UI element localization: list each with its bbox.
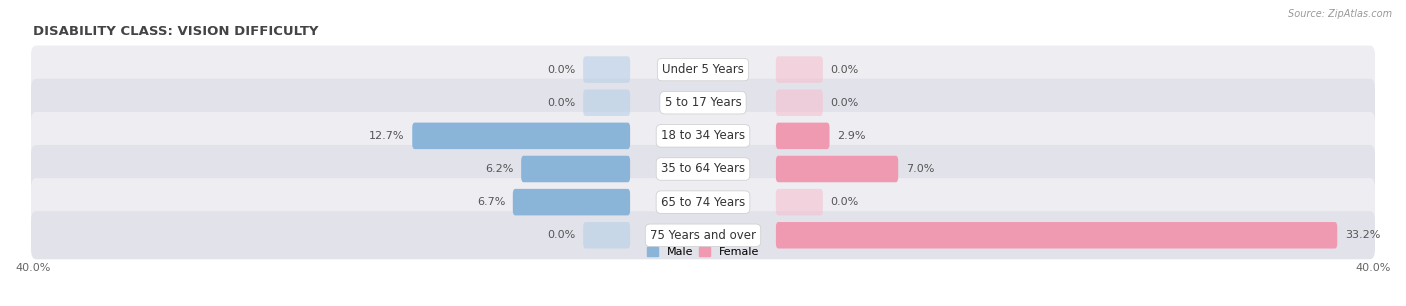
FancyBboxPatch shape — [776, 56, 823, 83]
FancyBboxPatch shape — [31, 79, 1375, 127]
FancyBboxPatch shape — [31, 211, 1375, 259]
FancyBboxPatch shape — [522, 156, 630, 182]
FancyBboxPatch shape — [776, 123, 830, 149]
Text: 33.2%: 33.2% — [1344, 230, 1381, 240]
Text: 0.0%: 0.0% — [831, 98, 859, 108]
Text: 12.7%: 12.7% — [370, 131, 405, 141]
Text: Source: ZipAtlas.com: Source: ZipAtlas.com — [1288, 9, 1392, 19]
FancyBboxPatch shape — [583, 222, 630, 248]
Text: 65 to 74 Years: 65 to 74 Years — [661, 196, 745, 209]
Text: 0.0%: 0.0% — [547, 98, 575, 108]
FancyBboxPatch shape — [31, 145, 1375, 193]
Text: 2.9%: 2.9% — [837, 131, 866, 141]
Text: 0.0%: 0.0% — [831, 197, 859, 207]
Text: 6.2%: 6.2% — [485, 164, 513, 174]
FancyBboxPatch shape — [31, 46, 1375, 94]
Text: Under 5 Years: Under 5 Years — [662, 63, 744, 76]
Legend: Male, Female: Male, Female — [647, 247, 759, 257]
FancyBboxPatch shape — [31, 178, 1375, 226]
FancyBboxPatch shape — [776, 156, 898, 182]
Text: 75 Years and over: 75 Years and over — [650, 229, 756, 242]
Text: 7.0%: 7.0% — [905, 164, 934, 174]
FancyBboxPatch shape — [513, 189, 630, 215]
Text: 0.0%: 0.0% — [831, 65, 859, 75]
Text: DISABILITY CLASS: VISION DIFFICULTY: DISABILITY CLASS: VISION DIFFICULTY — [32, 25, 318, 38]
Text: 35 to 64 Years: 35 to 64 Years — [661, 162, 745, 176]
Text: 5 to 17 Years: 5 to 17 Years — [665, 96, 741, 109]
Text: 0.0%: 0.0% — [547, 230, 575, 240]
FancyBboxPatch shape — [776, 222, 1337, 248]
Text: 6.7%: 6.7% — [477, 197, 505, 207]
FancyBboxPatch shape — [776, 189, 823, 215]
FancyBboxPatch shape — [583, 89, 630, 116]
Text: 18 to 34 Years: 18 to 34 Years — [661, 129, 745, 142]
FancyBboxPatch shape — [776, 89, 823, 116]
FancyBboxPatch shape — [31, 112, 1375, 160]
FancyBboxPatch shape — [412, 123, 630, 149]
FancyBboxPatch shape — [583, 56, 630, 83]
Text: 0.0%: 0.0% — [547, 65, 575, 75]
